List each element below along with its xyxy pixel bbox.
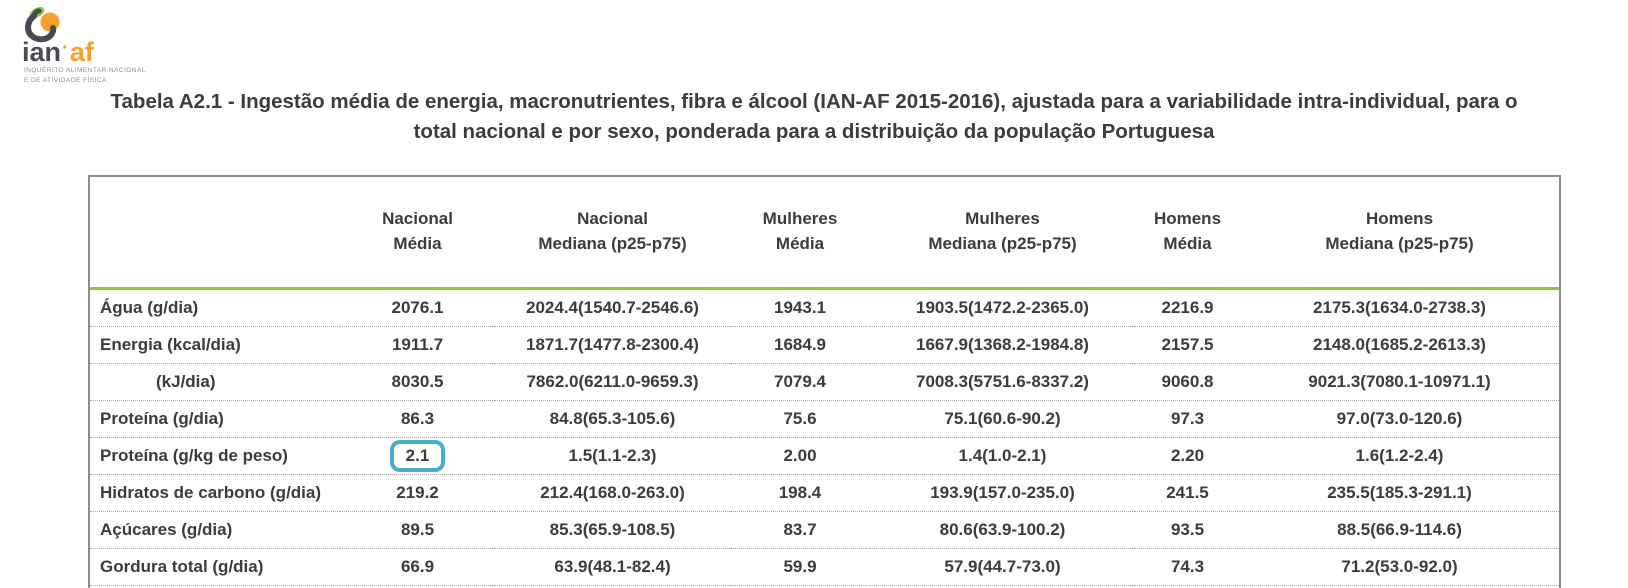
- tagline-line1: INQUÉRITO ALIMENTAR NACIONAL: [24, 67, 146, 74]
- table-cell: 2175.3(1634.0-2738.3): [1313, 298, 1486, 317]
- table-row-agua: Água (g/dia) 2076.1 2024.4(1540.7-2546.6…: [90, 289, 1559, 327]
- table-row-proteina-g: Proteína (g/dia) 86.3 84.8(65.3-105.6) 7…: [90, 400, 1559, 438]
- column-header-empty: [90, 177, 340, 290]
- table-cell: 9021.3(7080.1-10971.1): [1240, 363, 1559, 401]
- table-cell: 1943.1: [774, 298, 826, 317]
- column-header-nacional-mediana: Nacional Mediana (p25-p75): [495, 177, 730, 290]
- table-cell: 71.2(53.0-92.0): [1240, 548, 1559, 586]
- table-cell: 2.00: [730, 437, 870, 475]
- table-cell: 8030.5: [340, 363, 495, 401]
- table-cell: 88.5(66.9-114.6): [1240, 511, 1559, 549]
- page-title-line2: total nacional e por sexo, ponderada par…: [413, 119, 1215, 143]
- table-cell: 84.8(65.3-105.6): [495, 400, 730, 438]
- table-cell: 97.3: [1135, 400, 1240, 438]
- row-label: (kJ/dia): [90, 363, 340, 401]
- table-cell: 193.9(157.0-235.0): [870, 474, 1135, 512]
- table-cell: 241.5: [1135, 474, 1240, 512]
- table-cell: 2148.0(1685.2-2613.3): [1240, 326, 1559, 364]
- table-cell: 93.5: [1135, 511, 1240, 549]
- table-cell: 75.1(60.6-90.2): [870, 400, 1135, 438]
- table-cell: 89.5: [340, 511, 495, 549]
- table-cell: 63.9(48.1-82.4): [495, 548, 730, 586]
- table-cell: 1.4(1.0-2.1): [870, 437, 1135, 475]
- table-cell: 97.0(73.0-120.6): [1240, 400, 1559, 438]
- wordmark-af: af: [69, 37, 94, 67]
- table-row-energia-kcal: Energia (kcal/dia) 1911.7 1871.7(1477.8-…: [90, 326, 1559, 364]
- table-cell: 86.3: [340, 400, 495, 438]
- table-cell: 235.5(185.3-291.1): [1240, 474, 1559, 512]
- row-label: Proteína (g/dia): [90, 400, 340, 438]
- table-row-acucares: Açúcares (g/dia) 89.5 85.3(65.9-108.5) 8…: [90, 511, 1559, 549]
- table-cell: 59.9: [730, 548, 870, 586]
- table-row-proteina-gkg: Proteína (g/kg de peso) 2.1 1.5(1.1-2.3)…: [90, 437, 1559, 475]
- logo-tagline: INQUÉRITO ALIMENTAR NACIONAL E DE ATIVID…: [24, 66, 146, 86]
- table-cell: 2024.4(1540.7-2546.6): [526, 298, 699, 317]
- page-title-line1: Tabela A2.1 - Ingestão média de energia,…: [110, 90, 1518, 113]
- table-cell: 7008.3(5751.6-8337.2): [870, 363, 1135, 401]
- table-cell: 1684.9: [730, 326, 870, 364]
- header-row: Nacional Média Nacional Mediana (p25-p75) …: [90, 177, 1559, 290]
- table-cell: 7862.0(6211.0-9659.3): [495, 363, 730, 401]
- column-header-nacional-media: Nacional Média: [340, 177, 495, 290]
- page-title: Tabela A2.1 - Ingestão média de energia,…: [0, 87, 1628, 146]
- table-cell: 2216.9: [1161, 298, 1214, 317]
- row-label: Água (g/dia): [100, 298, 199, 317]
- table-row-gordura: Gordura total (g/dia) 66.9 63.9(48.1-82.…: [90, 548, 1559, 586]
- table-cell: 1871.7(1477.8-2300.4): [495, 326, 730, 364]
- table-cell: 1.6(1.2-2.4): [1240, 437, 1559, 475]
- table-cell: 198.4: [730, 474, 870, 512]
- highlight-box: 2.1: [389, 440, 446, 472]
- column-header-homens-media: Homens Média: [1135, 177, 1240, 290]
- table-cell: 75.6: [730, 400, 870, 438]
- table-cell: 219.2: [340, 474, 495, 512]
- table-cell: 57.9(44.7-73.0): [870, 548, 1135, 586]
- table-cell: 85.3(65.9-108.5): [495, 511, 730, 549]
- row-label: Energia (kcal/dia): [90, 326, 340, 364]
- row-label: Hidratos de carbono (g/dia): [90, 474, 340, 512]
- column-header-homens-mediana: Homens Mediana (p25-p75): [1240, 177, 1559, 290]
- tagline-line2: E DE ATIVIDADE FÍSICA: [24, 76, 107, 84]
- ianaf-wordmark: ian·af: [22, 38, 94, 66]
- table-cell: 2.1: [340, 437, 495, 475]
- row-label: Proteína (g/kg de peso): [90, 437, 340, 475]
- table-row-energia-kj: (kJ/dia) 8030.5 7862.0(6211.0-9659.3) 70…: [90, 363, 1559, 401]
- table-cell: 2076.1: [391, 298, 444, 317]
- table-cell: 2.20: [1135, 437, 1240, 475]
- table-cell: 1.5(1.1-2.3): [495, 437, 730, 475]
- data-table-frame: Nacional Média Nacional Mediana (p25-p75) …: [88, 175, 1561, 588]
- wordmark-ian: ian: [22, 37, 62, 67]
- table-cell: 9060.8: [1135, 363, 1240, 401]
- ianaf-logo-icon: [25, 6, 60, 43]
- table-cell: 7079.4: [730, 363, 870, 401]
- wordmark-dot: ·: [62, 37, 69, 59]
- data-table: Nacional Média Nacional Mediana (p25-p75) …: [90, 177, 1559, 586]
- table-cell: 74.3: [1135, 548, 1240, 586]
- column-header-mulheres-mediana: Mulheres Mediana (p25-p75): [870, 177, 1135, 290]
- table-cell: 212.4(168.0-263.0): [495, 474, 730, 512]
- column-header-mulheres-media: Mulheres Média: [730, 177, 870, 290]
- table-row-hidratos: Hidratos de carbono (g/dia) 219.2 212.4(…: [90, 474, 1559, 512]
- table-cell: 83.7: [730, 511, 870, 549]
- ianaf-logo: ian·af INQUÉRITO ALIMENTAR NACIONAL E DE…: [16, 5, 216, 84]
- table-cell: 1903.5(1472.2-2365.0): [916, 298, 1089, 317]
- highlighted-value: 2.1: [405, 446, 430, 465]
- table-cell: 66.9: [340, 548, 495, 586]
- table-cell: 2157.5: [1135, 326, 1240, 364]
- table-cell: 80.6(63.9-100.2): [870, 511, 1135, 549]
- table-cell: 1911.7: [340, 326, 495, 364]
- row-label: Gordura total (g/dia): [90, 548, 340, 586]
- row-label: Açúcares (g/dia): [90, 511, 340, 549]
- table-cell: 1667.9(1368.2-1984.8): [870, 326, 1135, 364]
